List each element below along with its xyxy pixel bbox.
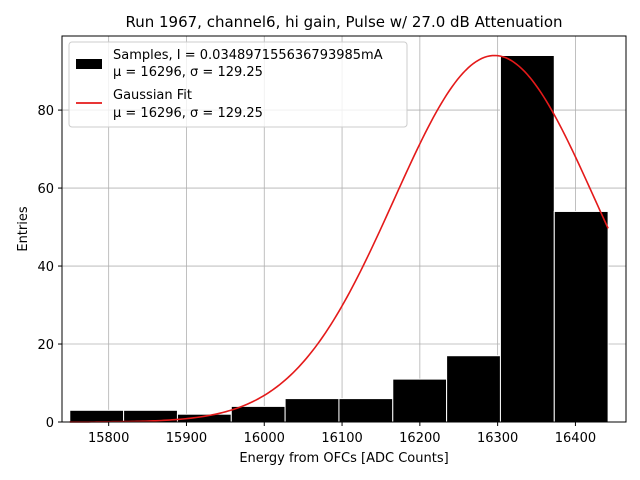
histogram-bar-8 [446, 355, 501, 423]
x-tick-label: 16200 [399, 431, 440, 446]
histogram-bar-7 [392, 378, 448, 423]
y-tick-label: 80 [37, 104, 54, 119]
y-tick-label: 40 [37, 260, 54, 275]
legend-box [68, 41, 408, 128]
legend-fit-line1: Gaussian Fit [113, 88, 192, 103]
histogram-bar-5 [284, 398, 340, 423]
x-tick-label: 16400 [555, 431, 596, 446]
x-tick-label: 15800 [88, 431, 129, 446]
y-axis-ticks: 0 20 40 60 80 [37, 104, 62, 431]
x-tick-label: 16300 [477, 431, 518, 446]
y-tick-label: 0 [46, 416, 54, 431]
histogram-bar-4 [230, 405, 286, 423]
histogram-bar-10 [553, 210, 609, 423]
legend-samples-line2: μ = 16296, σ = 129.25 [113, 65, 263, 80]
x-tick-label: 15900 [166, 431, 207, 446]
histogram-bar-1 [69, 409, 125, 423]
histogram-bar-6 [338, 398, 394, 423]
x-tick-label: 16000 [244, 431, 285, 446]
legend-samples-line1: Samples, I = 0.034897155636793985mA [113, 48, 383, 63]
legend: Samples, I = 0.034897155636793985mA μ = … [68, 41, 408, 128]
legend-fit-line2: μ = 16296, σ = 129.25 [113, 106, 263, 121]
y-tick-label: 60 [37, 182, 54, 197]
chart-title: Run 1967, channel6, hi gain, Pulse w/ 27… [125, 13, 562, 31]
legend-samples-swatch [76, 59, 102, 69]
x-tick-label: 16100 [321, 431, 362, 446]
y-tick-label: 20 [37, 338, 54, 353]
gaussian-fit [69, 54, 609, 423]
x-axis-ticks: 15800 15900 16000 16100 16200 16300 16400 [88, 422, 596, 446]
y-axis-label: Entries [16, 206, 31, 252]
gaussian-fit-curve [69, 54, 609, 423]
plot-frame [61, 35, 627, 423]
histogram-bar-9 [499, 54, 555, 423]
x-axis-label: Energy from OFCs [ADC Counts] [239, 451, 448, 466]
